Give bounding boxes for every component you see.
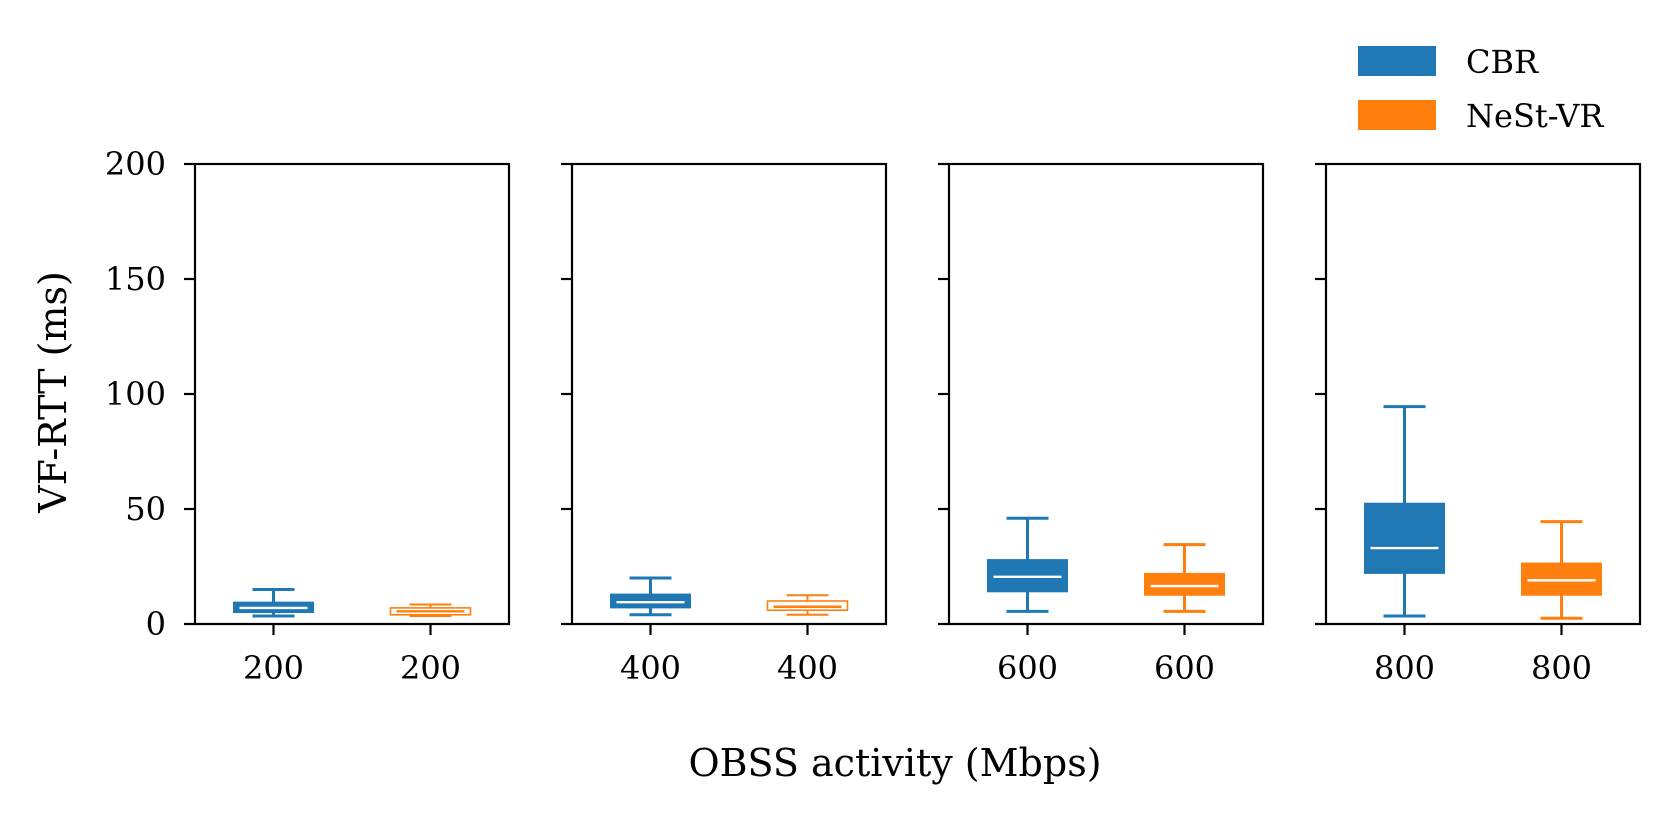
x-tick-label: 200 bbox=[400, 649, 461, 687]
panel-frame bbox=[947, 162, 1265, 626]
panels: 200 200 400 400 600 600 800 800 bbox=[184, 162, 1642, 687]
box-cbr-200 bbox=[233, 588, 314, 618]
box-cbr-800 bbox=[1364, 405, 1445, 618]
legend-label-cbr: CBR bbox=[1466, 43, 1539, 81]
x-axis-title: OBSS activity (Mbps) bbox=[688, 741, 1101, 785]
box-nest-vr-200 bbox=[389, 603, 472, 617]
panel-frame bbox=[570, 162, 888, 626]
x-tick-label: 800 bbox=[1374, 649, 1435, 687]
y-tick-label: 50 bbox=[125, 490, 166, 528]
panel-4: 800 800 bbox=[1315, 162, 1642, 687]
panel-3: 600 600 bbox=[938, 162, 1265, 687]
panel-frame bbox=[193, 162, 511, 626]
x-tick-label: 600 bbox=[997, 649, 1058, 687]
iqr-box bbox=[1364, 502, 1445, 574]
x-tick-label: 200 bbox=[243, 649, 304, 687]
legend-swatch-nest-vr bbox=[1358, 100, 1436, 130]
box-cbr-400 bbox=[610, 576, 691, 617]
x-tick-label: 600 bbox=[1154, 649, 1215, 687]
y-tick-label: 200 bbox=[105, 145, 166, 183]
y-tick-label: 0 bbox=[146, 605, 166, 643]
panel-1: 200 200 bbox=[184, 162, 511, 687]
iqr-box bbox=[1144, 572, 1225, 596]
box-nest-vr-600 bbox=[1144, 543, 1225, 613]
x-tick-label: 400 bbox=[777, 649, 838, 687]
x-tick-label: 400 bbox=[620, 649, 681, 687]
y-axis-ticks: 0 50 100 150 200 bbox=[105, 145, 166, 643]
legend-label-nest-vr: NeSt-VR bbox=[1466, 97, 1604, 135]
legend: CBR NeSt-VR bbox=[1358, 43, 1604, 135]
legend-swatch-cbr bbox=[1358, 46, 1436, 76]
box-nest-vr-400 bbox=[766, 594, 849, 616]
y-axis-title: VF-RTT (ms) bbox=[31, 271, 75, 514]
box-nest-vr-800 bbox=[1521, 520, 1602, 620]
box-cbr-600 bbox=[987, 516, 1068, 613]
panel-2: 400 400 bbox=[561, 162, 888, 687]
x-tick-label: 800 bbox=[1531, 649, 1592, 687]
y-tick-label: 100 bbox=[105, 375, 166, 413]
y-tick-label: 150 bbox=[105, 260, 166, 298]
